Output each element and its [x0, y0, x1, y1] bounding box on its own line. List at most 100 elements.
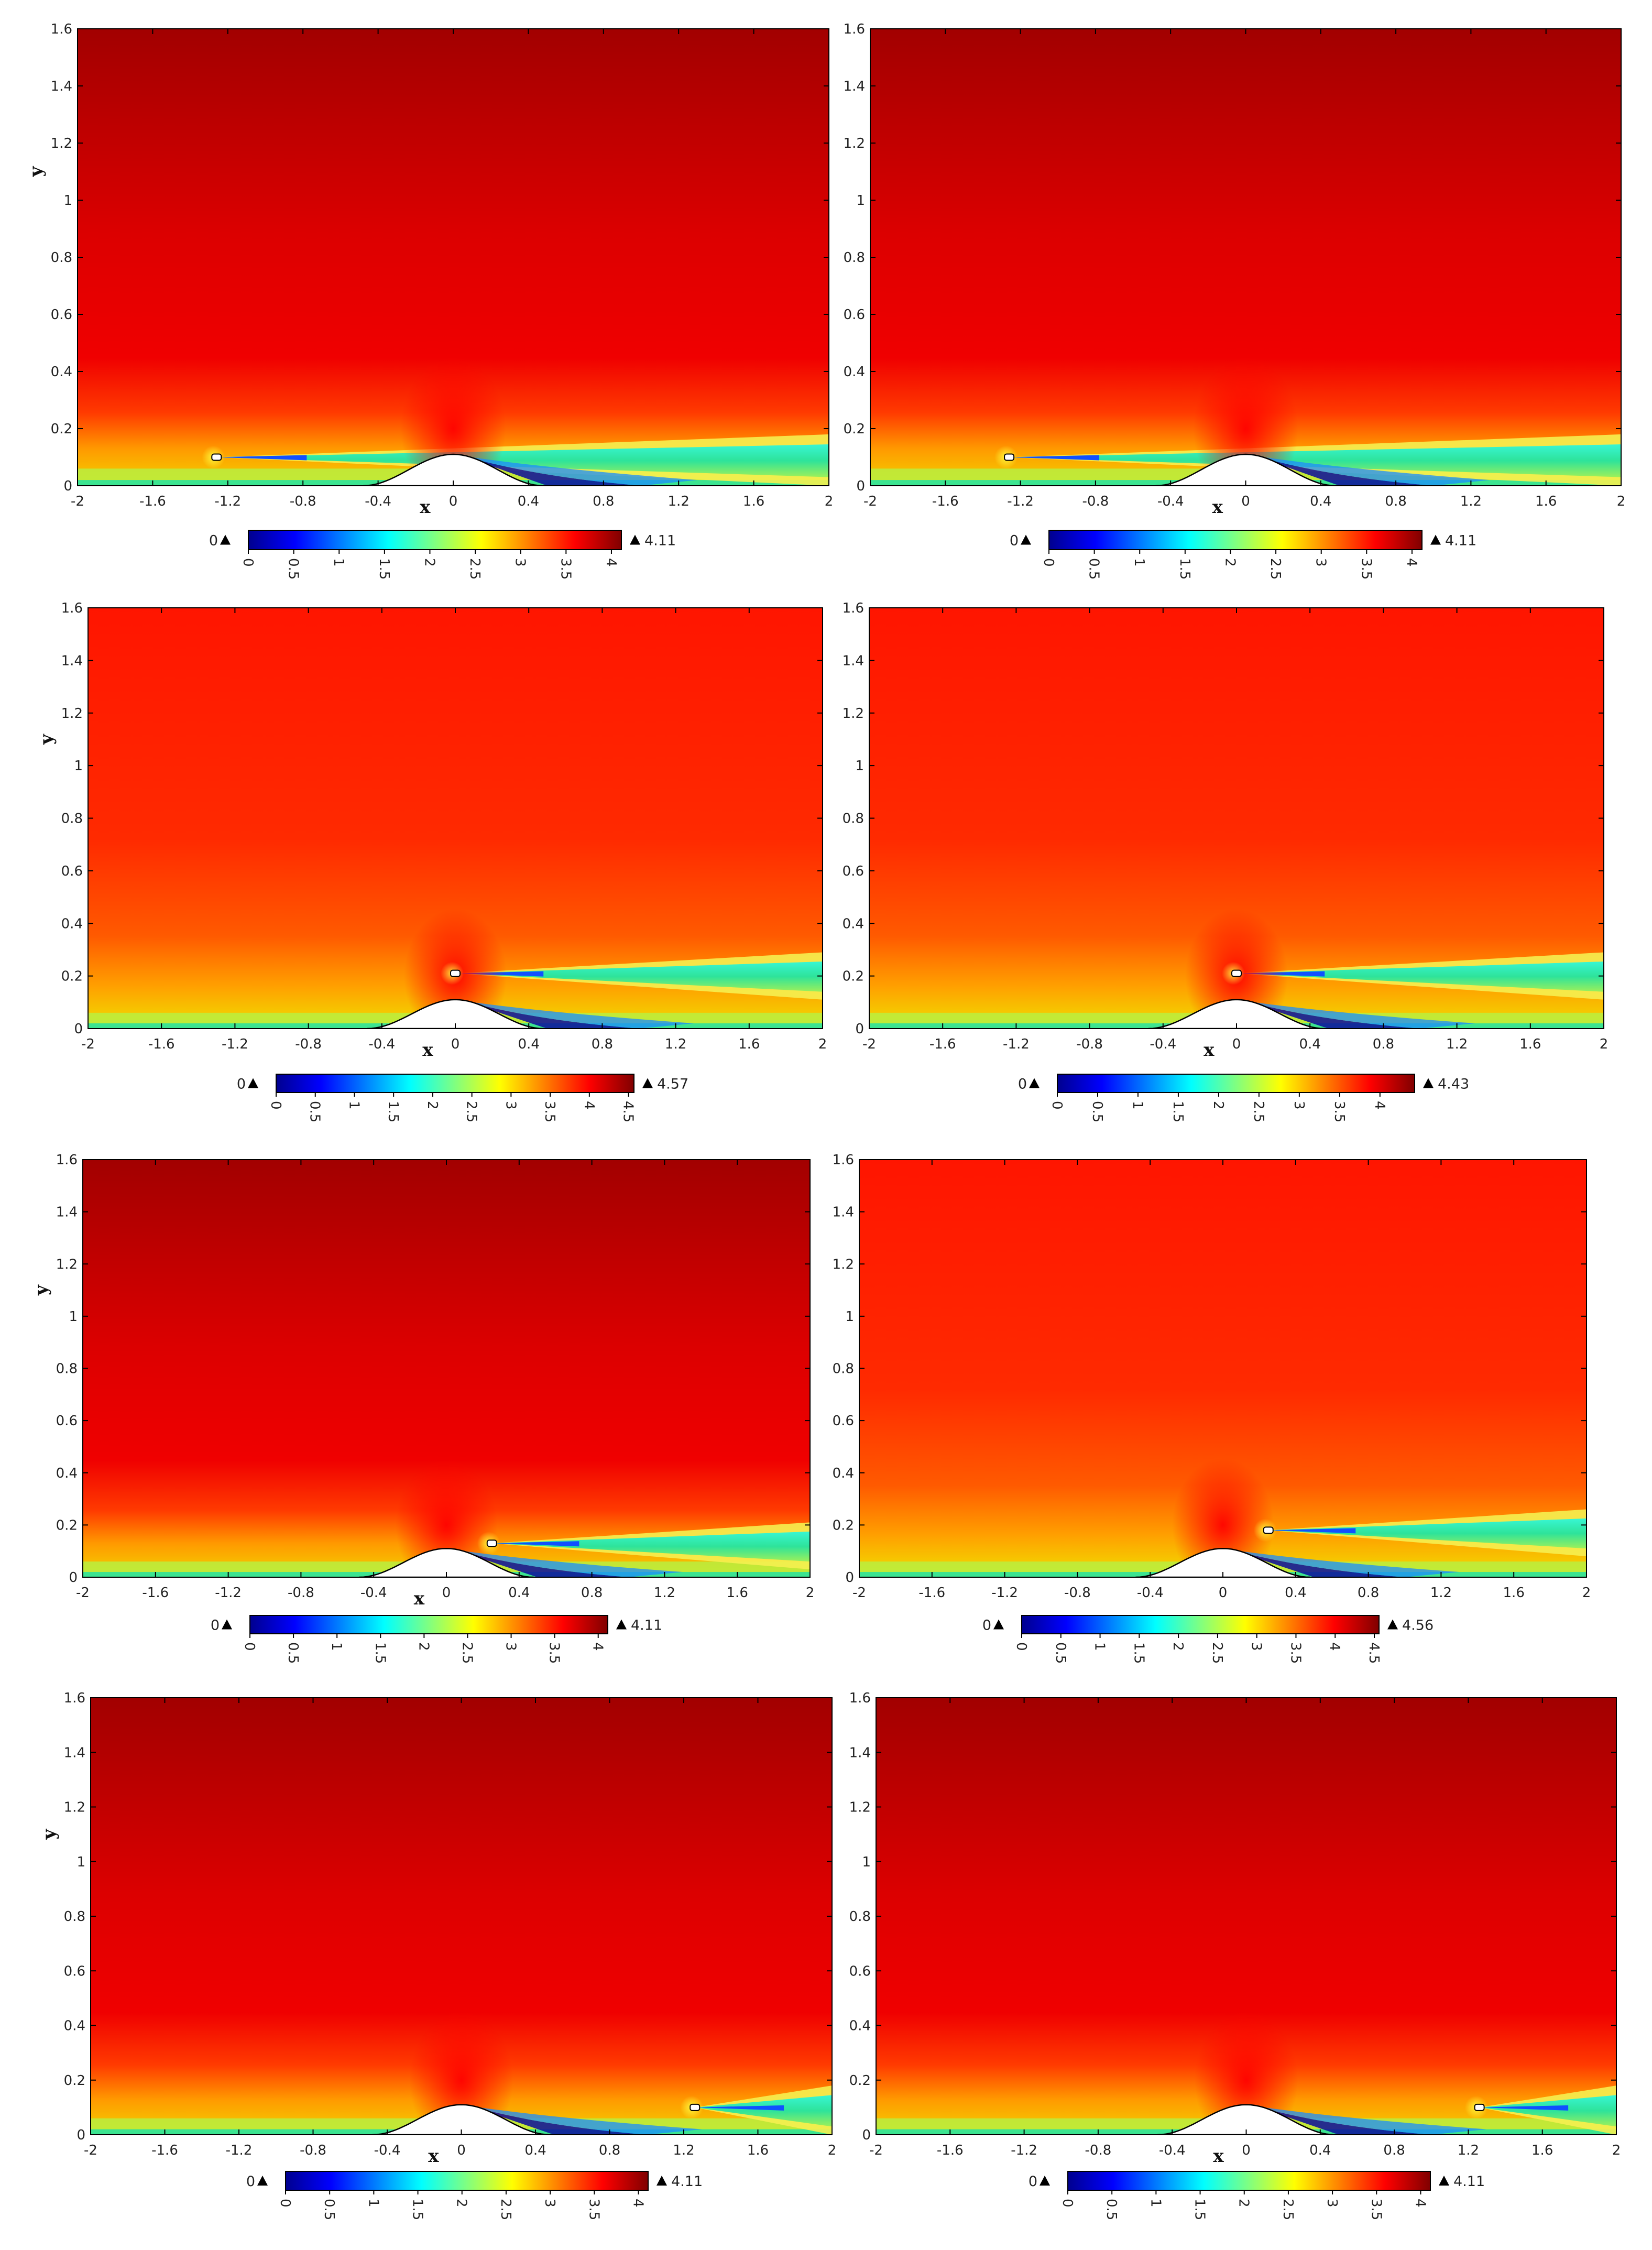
panel-8: -2 -1.6 -1.2 -0.8 -0.4 0 0.4 0.8 1.2 1.6 2 0 0.2 0.4 0… — [849, 1690, 1621, 2220]
colorbar-tick-label: 3.5 — [546, 1642, 562, 1664]
lee-shear-layer — [471, 2106, 703, 2135]
y-tick-label: 0.6 — [61, 864, 83, 879]
x-tick-label: -0.4 — [368, 1036, 395, 1052]
colorbar-gradient — [248, 530, 622, 550]
colorbar-min-label: 0 — [211, 1618, 220, 1634]
y-tick-label: 1.2 — [61, 706, 83, 722]
x-tick-label: -1.6 — [142, 1585, 169, 1601]
y-tick-label: 0 — [74, 1021, 83, 1037]
colorbar-min-label: 0 — [1029, 2173, 1037, 2190]
colorbar: 0 0.5 1 1.5 2 2.5 3 3.5 4 4.5 0 4.57 — [237, 1074, 688, 1122]
x-tick-label: 0.4 — [508, 1585, 530, 1601]
colorbar-gradient — [1057, 1074, 1415, 1093]
x-tick-label: 2 — [818, 1036, 827, 1052]
y-tick-label: 0.4 — [61, 916, 83, 932]
colorbar-tick-label: 2.5 — [1251, 1101, 1266, 1122]
y-tick-label: 1 — [63, 193, 72, 209]
x-tick-label: 1.2 — [665, 1036, 686, 1052]
x-axis-label: x — [1204, 1040, 1215, 1061]
colorbar-tick-label: 3.5 — [1368, 2199, 1384, 2220]
colorbar-tick-label: 1.5 — [1192, 2199, 1208, 2220]
y-tick-label: 0 — [845, 1570, 854, 1586]
colorbar-tick-label: 2.5 — [1267, 558, 1283, 580]
y-tick-label: 1.6 — [51, 21, 72, 37]
wake-core — [1268, 1518, 1587, 1549]
y-tick-label: 0.2 — [56, 1517, 78, 1533]
colorbar-min-triangle-icon — [220, 534, 231, 545]
velocity-field — [876, 1698, 1616, 2135]
y-tick-label: 0.8 — [64, 1909, 85, 1925]
y-tick-label: 1.4 — [61, 653, 83, 669]
colorbar-tick-label: 3 — [542, 2199, 557, 2208]
colorbar: 0 0.5 1 1.5 2 2.5 3 3.5 4 0 4.11 — [1029, 2171, 1485, 2220]
colorbar-tick-label: 3 — [512, 558, 528, 567]
y-tick-label: 0.6 — [833, 1413, 854, 1429]
y-tick-label: 0.4 — [51, 364, 72, 380]
colorbar-min-triangle-icon — [993, 1619, 1004, 1630]
crest-acceleration — [1172, 1458, 1274, 1577]
x-tick-label: 1.6 — [743, 494, 764, 509]
wake-deficit — [695, 2105, 784, 2111]
y-tick-label: 0.2 — [61, 969, 83, 985]
y-tick-label: 0.4 — [64, 2018, 85, 2034]
bump-obstacle — [372, 2104, 551, 2135]
colorbar-tick-label: 2 — [454, 2199, 469, 2208]
x-axis-label: x — [422, 1040, 433, 1061]
crest-acceleration — [400, 355, 506, 486]
colorbar-tick-label: 3 — [1249, 1642, 1264, 1651]
colorbar-max-label: 4.43 — [1438, 1076, 1469, 1093]
x-tick-label: -0.4 — [374, 2143, 401, 2158]
lee-shear-layer — [455, 1549, 683, 1577]
x-tick-label: -0.4 — [360, 1585, 387, 1601]
y-tick-label: 0.8 — [56, 1361, 78, 1377]
panel-4: -2 -1.6 -1.2 -0.8 -0.4 0 0.4 0.8 1.2 1.6 2 0 0.2 0.4 0… — [843, 600, 1609, 1122]
y-tick-label: 0 — [69, 1570, 78, 1586]
wake-deficit — [1479, 2105, 1569, 2111]
y-tick-label: 1.4 — [56, 1205, 78, 1220]
wake-core — [491, 1531, 810, 1562]
colorbar-min-triangle-icon — [1029, 1078, 1040, 1088]
wake-core — [216, 444, 829, 477]
x-tick-label: -1.6 — [148, 1036, 175, 1052]
x-tick-label: -1.2 — [226, 2143, 253, 2158]
y-tick-label: 1.2 — [64, 1800, 85, 1816]
colorbar-tick-label: 1.5 — [1131, 1642, 1146, 1664]
x-tick-label: -2 — [852, 1585, 866, 1601]
wake-core — [455, 962, 823, 992]
colorbar-max-triangle-icon — [1430, 534, 1441, 545]
x-tick-label: -2 — [84, 2143, 97, 2158]
x-tick-label: -0.8 — [295, 1036, 322, 1052]
y-tick-label: 0.2 — [51, 421, 72, 437]
x-tick-label: 1.2 — [1446, 1036, 1468, 1052]
wake-deficit — [1268, 1528, 1356, 1534]
colorbar-tick-label: 0.5 — [307, 1101, 323, 1122]
x-tick-label: 0.4 — [524, 2143, 546, 2158]
colorbar-tick-label: 3.5 — [542, 1101, 557, 1122]
y-tick-label: 0.6 — [849, 1963, 871, 1979]
colorbar-max-triangle-icon — [1439, 2176, 1449, 2186]
cylinder-marker — [690, 2103, 701, 2111]
colorbar-tick-label: 1 — [365, 2199, 381, 2208]
colorbar-tick-label: 1 — [329, 1642, 344, 1651]
velocity-field — [869, 608, 1604, 1029]
colorbar-tick-label: 0.5 — [1103, 2199, 1119, 2220]
x-tick-label: -0.4 — [1137, 1585, 1164, 1601]
x-tick-label: 0.8 — [1385, 494, 1406, 509]
colorbar-max-triangle-icon — [657, 2176, 667, 2186]
cylinder-marker — [450, 969, 461, 977]
y-tick-label: 0.2 — [849, 2073, 871, 2089]
colorbar-min-triangle-icon — [248, 1078, 258, 1088]
y-tick-label: 0.2 — [64, 2073, 85, 2089]
y-tick-label: 1 — [862, 1854, 871, 1870]
colorbar-tick-label: 2.5 — [1280, 2199, 1296, 2220]
colorbar-max-triangle-icon — [642, 1078, 653, 1088]
y-tick-label: 1.2 — [843, 706, 864, 722]
panel-2: -2 -1.6 -1.2 -0.8 -0.4 0 0.4 0.8 1.2 1.6 2 0 0.2 0.4 0… — [844, 21, 1626, 580]
wake-core — [1009, 444, 1621, 477]
y-tick-label: 0.8 — [844, 250, 865, 266]
colorbar: 0 0.5 1 1.5 2 2.5 3 3.5 4 0 4.43 — [1018, 1074, 1469, 1122]
x-tick-label: -1.6 — [918, 1585, 945, 1601]
x-tick-label: 0 — [451, 1036, 460, 1052]
velocity-field — [88, 608, 823, 1029]
colorbar-min-label: 0 — [246, 2173, 255, 2190]
